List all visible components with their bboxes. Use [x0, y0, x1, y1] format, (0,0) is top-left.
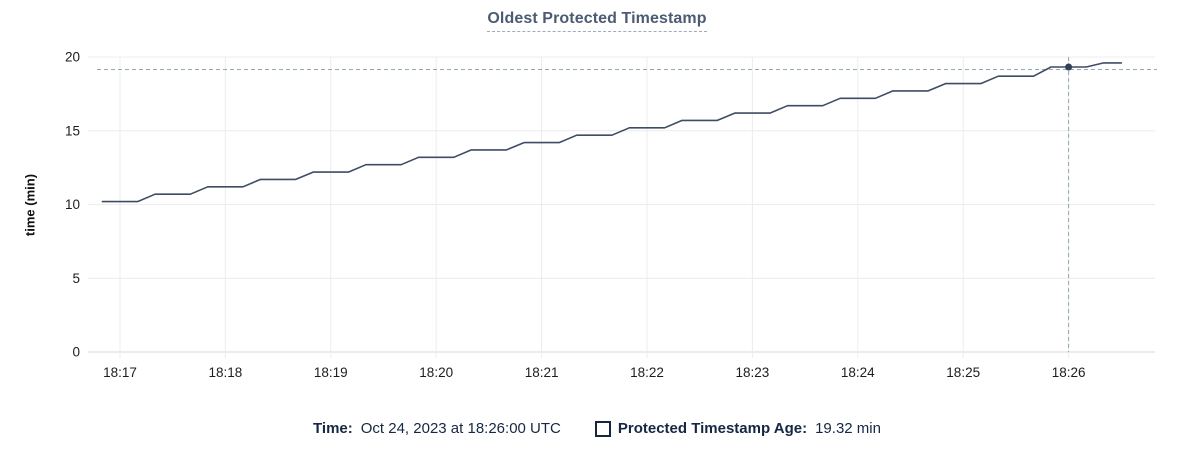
x-tick-label: 18:18: [209, 365, 243, 380]
line-chart[interactable]: 0 5 10 15 20 18:17 18:18 18:19 18:20 18:21 18:22 18…: [0, 0, 1194, 396]
x-tick-label: 18:21: [525, 365, 559, 380]
series-line: [101, 62, 1123, 203]
tooltip-time-value: Oct 24, 2023 at 18:26:00 UTC: [360, 420, 561, 437]
x-tick-label: 18:25: [946, 365, 980, 380]
legend-checkbox-icon[interactable]: [594, 420, 611, 437]
y-tick-label: 20: [65, 50, 80, 65]
y-tick-label: 5: [72, 271, 80, 286]
chart-legend: Time: Oct 24, 2023 at 18:26:00 UTC Prote…: [0, 420, 1194, 437]
tooltip-time-label: Time:: [313, 420, 353, 437]
y-tick-label: 0: [72, 345, 80, 360]
y-tick-label: 10: [65, 197, 80, 212]
x-tick-label: 18:19: [314, 365, 348, 380]
x-tick-label: 18:17: [103, 365, 137, 380]
chart-title: Oldest Protected Timestamp: [487, 10, 707, 32]
hover-point: [1065, 63, 1073, 71]
x-tick-label: 18:22: [630, 365, 664, 380]
x-tick-label: 18:23: [736, 365, 770, 380]
legend-item-protected-timestamp-age[interactable]: Protected Timestamp Age: 19.32 min: [594, 420, 881, 437]
tooltip-series-value: 19.32 min: [815, 420, 881, 437]
y-tick-label: 15: [65, 123, 80, 138]
chart-header: Oldest Protected Timestamp: [0, 10, 1194, 32]
legend-series-label: Protected Timestamp Age:: [617, 420, 808, 437]
x-tick-label: 18:24: [841, 365, 875, 380]
x-tick-label: 18:26: [1052, 365, 1086, 380]
x-tick-label: 18:20: [419, 365, 453, 380]
